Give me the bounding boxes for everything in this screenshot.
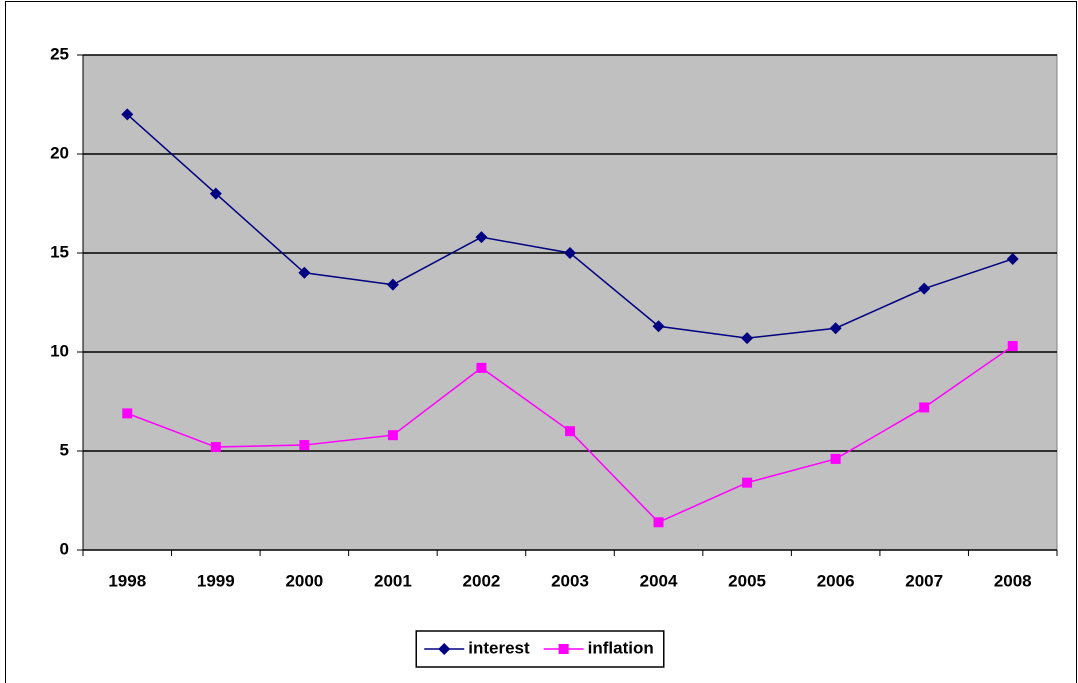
y-tick-label: 10 bbox=[50, 341, 69, 360]
marker bbox=[209, 187, 222, 200]
marker bbox=[210, 442, 221, 453]
x-tick-label: 2005 bbox=[728, 571, 766, 590]
marker bbox=[918, 282, 931, 295]
x-tick-label: 2006 bbox=[817, 571, 855, 590]
y-tick-label: 20 bbox=[50, 143, 69, 162]
plot-area bbox=[82, 54, 1058, 551]
y-tick-label: 5 bbox=[60, 440, 69, 459]
marker bbox=[558, 644, 569, 654]
marker bbox=[1006, 252, 1019, 265]
marker bbox=[741, 332, 754, 345]
y-tick-label: 15 bbox=[50, 242, 69, 261]
x-tick-label: 2001 bbox=[374, 571, 412, 590]
marker bbox=[653, 517, 664, 528]
marker bbox=[387, 430, 398, 441]
legend-label: interest bbox=[468, 638, 530, 657]
x-tick-label: 2004 bbox=[640, 571, 678, 590]
marker bbox=[652, 320, 665, 333]
marker bbox=[438, 643, 451, 655]
y-tick-label: 25 bbox=[50, 44, 69, 63]
marker bbox=[386, 278, 399, 291]
x-tick-label: 2007 bbox=[905, 571, 943, 590]
marker bbox=[1007, 341, 1018, 352]
y-tick-label: 0 bbox=[60, 539, 69, 558]
marker bbox=[475, 231, 488, 244]
marker bbox=[299, 440, 310, 451]
x-tick-label: 1999 bbox=[197, 571, 235, 590]
marker bbox=[919, 402, 930, 413]
marker bbox=[476, 362, 487, 373]
marker bbox=[298, 266, 311, 279]
x-tick-label: 2002 bbox=[463, 571, 501, 590]
marker bbox=[829, 322, 842, 335]
marker bbox=[742, 477, 753, 488]
marker bbox=[565, 426, 575, 437]
marker bbox=[121, 108, 134, 121]
legend-label: inflation bbox=[588, 638, 654, 657]
x-tick-label: 2000 bbox=[285, 571, 323, 590]
marker bbox=[830, 453, 841, 464]
marker bbox=[122, 408, 133, 419]
x-tick-label: 2008 bbox=[994, 571, 1032, 590]
x-tick-label: 1998 bbox=[108, 571, 146, 590]
x-tick-label: 2003 bbox=[551, 571, 589, 590]
legend: interest inflation bbox=[415, 630, 665, 668]
marker bbox=[564, 247, 576, 259]
